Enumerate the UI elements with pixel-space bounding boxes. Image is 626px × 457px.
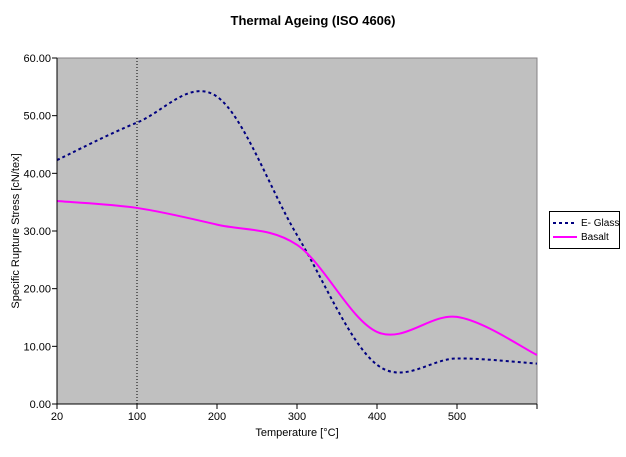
svg-text:300: 300: [288, 411, 306, 423]
svg-text:20.00: 20.00: [23, 284, 51, 296]
svg-text:30.00: 30.00: [23, 226, 51, 238]
eglass-dashed-line-swatch: [553, 222, 577, 224]
basalt-solid-line-swatch: [553, 236, 577, 238]
legend: E- Glass Basalt: [549, 211, 620, 249]
svg-text:0.00: 0.00: [30, 399, 51, 411]
legend-label-eglass: E- Glass: [581, 217, 620, 229]
chart-title: Thermal Ageing (ISO 4606): [230, 13, 396, 28]
svg-text:20: 20: [51, 411, 63, 423]
svg-text:60.00: 60.00: [23, 53, 51, 65]
svg-text:200: 200: [208, 411, 226, 423]
svg-text:10.00: 10.00: [23, 341, 51, 353]
svg-text:500: 500: [448, 411, 466, 423]
svg-text:100: 100: [128, 411, 146, 423]
legend-label-basalt: Basalt: [581, 231, 609, 243]
svg-text:400: 400: [368, 411, 386, 423]
svg-text:40.00: 40.00: [23, 168, 51, 180]
legend-item-basalt: Basalt: [553, 230, 616, 244]
legend-item-eglass: E- Glass: [553, 216, 620, 230]
svg-text:50.00: 50.00: [23, 111, 51, 123]
x-axis-title: Temperature [°C]: [255, 427, 339, 439]
